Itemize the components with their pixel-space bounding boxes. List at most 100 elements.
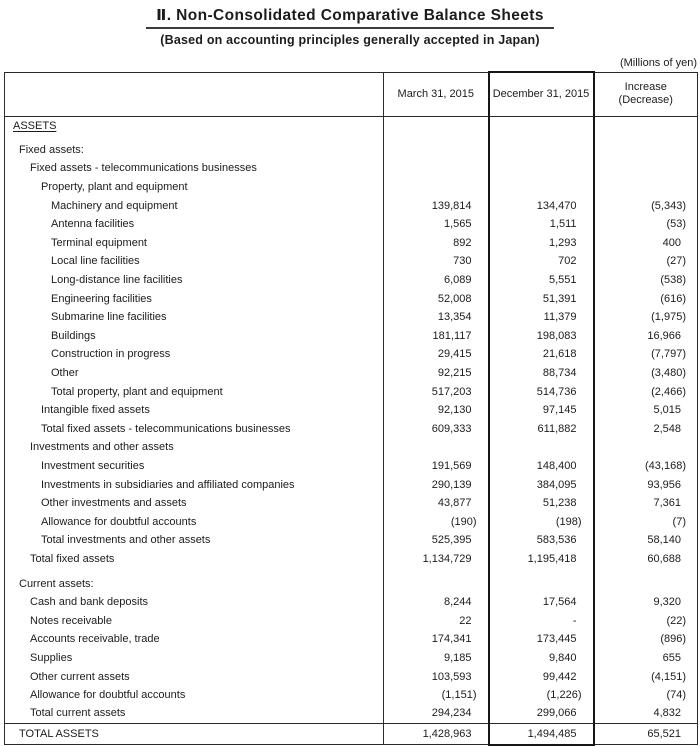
header-cell-increase-decrease: Increase (Decrease) xyxy=(593,71,698,117)
table-row: Accounts receivable, trade 174,341 173,445… xyxy=(5,630,698,649)
value-cell-march: 181,117 xyxy=(383,326,489,346)
value-cell-december: 99,442 xyxy=(487,667,595,686)
row-label-cell: Investments and other assets xyxy=(5,438,384,457)
row-label-cell: ASSETS xyxy=(5,116,384,135)
value-cell-march: (1,151) xyxy=(383,685,489,705)
row-label: Accounts receivable, trade xyxy=(30,633,160,646)
table-row: Antenna facilities 1,565 1,511 (53) xyxy=(5,214,698,234)
row-label-cell: Fixed assets: xyxy=(5,135,384,160)
value-cell-december: 51,238 xyxy=(487,493,595,513)
row-label-cell: Intangible fixed assets xyxy=(5,401,384,420)
increase-label-line2: (Decrease) xyxy=(618,94,673,106)
value-cell-increase: 16,966 xyxy=(647,329,681,342)
row-label: Allowance for doubtful accounts xyxy=(30,689,186,702)
value-cell-march: 609,333 xyxy=(383,419,489,439)
row-label: ASSETS xyxy=(13,119,57,132)
value-cell-increase: 5,015 xyxy=(653,404,681,417)
header-row: March 31, 2015 December 31, 2015 Increas… xyxy=(4,71,698,117)
value-cell-increase: (538) xyxy=(660,274,686,287)
row-label-cell: Accounts receivable, trade xyxy=(5,630,384,649)
row-label: Investment securities xyxy=(41,459,145,472)
value-cell-march: 52,008 xyxy=(383,289,489,308)
value-cell-increase: (1,975) xyxy=(651,311,686,324)
value-cell-december: 11,379 xyxy=(487,307,595,327)
value-cell-increase xyxy=(594,568,698,593)
row-label-cell: Fixed assets - telecommunications busine… xyxy=(5,159,384,178)
row-label: Other current assets xyxy=(30,670,130,683)
row-label: Supplies xyxy=(30,651,73,664)
table-row: Total property, plant and equipment 517,2… xyxy=(5,382,698,401)
row-label: Buildings xyxy=(51,329,96,342)
value-cell-march: 294,234 xyxy=(383,704,489,723)
value-cell-december: - xyxy=(487,611,595,631)
table-row: Cash and bank deposits 8,244 17,564 9,320 xyxy=(5,592,698,612)
row-label: Total fixed assets - telecommunications … xyxy=(41,422,291,435)
value-cell-march: 92,215 xyxy=(383,363,489,383)
value-cell-march xyxy=(383,134,489,160)
value-cell-march: 517,203 xyxy=(383,382,489,401)
value-cell-increase: 655 xyxy=(662,651,681,664)
page-title: Ⅱ. Non-Consolidated Comparative Balance … xyxy=(146,6,554,29)
value-cell-march xyxy=(383,177,489,197)
value-cell-december xyxy=(487,159,595,178)
value-cell-march: (190) xyxy=(383,512,489,532)
value-cell-increase xyxy=(594,438,698,457)
value-cell-december: 9,840 xyxy=(487,648,595,668)
value-cell-march xyxy=(383,116,489,135)
row-label-cell: Other current assets xyxy=(5,667,384,686)
value-cell-increase: (7,797) xyxy=(651,348,686,361)
value-cell-increase: 65,521 xyxy=(593,722,698,745)
table-row: Machinery and equipment 139,814 134,470 (5,… xyxy=(5,196,698,215)
row-label: Total investments and other assets xyxy=(41,534,211,547)
value-cell-increase xyxy=(594,159,698,178)
value-cell-increase xyxy=(594,178,698,197)
row-label: Allowance for doubtful accounts xyxy=(41,515,197,528)
value-cell-march: 730 xyxy=(383,252,489,271)
value-cell-december: (198) xyxy=(487,512,595,532)
value-cell-increase: (616) xyxy=(660,292,686,305)
row-label: Antenna facilities xyxy=(51,218,135,231)
table-row: Fixed assets - telecommunications busine… xyxy=(5,159,698,178)
value-cell-december: 1,511 xyxy=(487,214,595,234)
value-cell-december: 1,494,485 xyxy=(487,722,595,746)
page-subtitle: (Based on accounting principles generall… xyxy=(160,33,540,47)
value-cell-march: 6,089 xyxy=(383,270,489,290)
value-cell-increase: (7) xyxy=(672,515,686,528)
value-cell-increase: (5,343) xyxy=(651,199,686,212)
value-cell-march: 43,877 xyxy=(383,493,489,513)
table-row: Notes receivable 22- (22) xyxy=(5,611,698,631)
table-row: Total current assets 294,234 299,066 4,832 xyxy=(5,704,698,723)
units-note: (Millions of yen) xyxy=(619,57,697,69)
value-cell-december: 583,536 xyxy=(487,531,595,550)
row-label: Other investments and assets xyxy=(41,497,187,510)
table-row: Allowance for doubtful accounts (1,151) (1… xyxy=(5,685,698,705)
value-cell-march xyxy=(383,568,489,593)
value-cell-december: 51,391 xyxy=(487,289,595,308)
value-cell-march: 1,565 xyxy=(383,214,489,234)
value-cell-increase: 93,956 xyxy=(647,478,681,491)
value-cell-december: 198,083 xyxy=(487,326,595,346)
row-label-cell: Machinery and equipment xyxy=(5,196,384,215)
value-cell-increase: (896) xyxy=(660,633,686,646)
row-label: Machinery and equipment xyxy=(51,199,178,212)
row-label-cell: Terminal equipment xyxy=(5,234,384,253)
table-row: Property, plant and equipment xyxy=(5,177,698,197)
row-label: Total property, plant and equipment xyxy=(51,385,223,398)
value-cell-december xyxy=(487,116,595,135)
value-cell-march: 29,415 xyxy=(383,345,489,364)
value-cell-march: 9,185 xyxy=(383,648,489,668)
table-row: Current assets: xyxy=(5,568,698,593)
row-label-cell: Allowance for doubtful accounts xyxy=(5,512,384,531)
row-label: Construction in progress xyxy=(51,348,171,361)
value-cell-december: 173,445 xyxy=(487,630,595,649)
table-row: Buildings 181,117 198,083 16,966 xyxy=(5,326,698,346)
table-row: Total investments and other assets 525,39… xyxy=(5,531,698,550)
value-cell-march: 191,569 xyxy=(383,456,489,476)
table-row: Terminal equipment 892 1,293 400 xyxy=(5,233,698,253)
header-cell-december-31-2015: December 31, 2015 xyxy=(487,71,595,117)
value-cell-march: 174,341 xyxy=(383,630,489,649)
value-cell-increase: (27) xyxy=(666,255,686,268)
row-label-cell: Submarine line facilities xyxy=(5,308,384,327)
table-body: ASSETS Fixed assets: Fixed assets - teleco… xyxy=(4,116,698,746)
